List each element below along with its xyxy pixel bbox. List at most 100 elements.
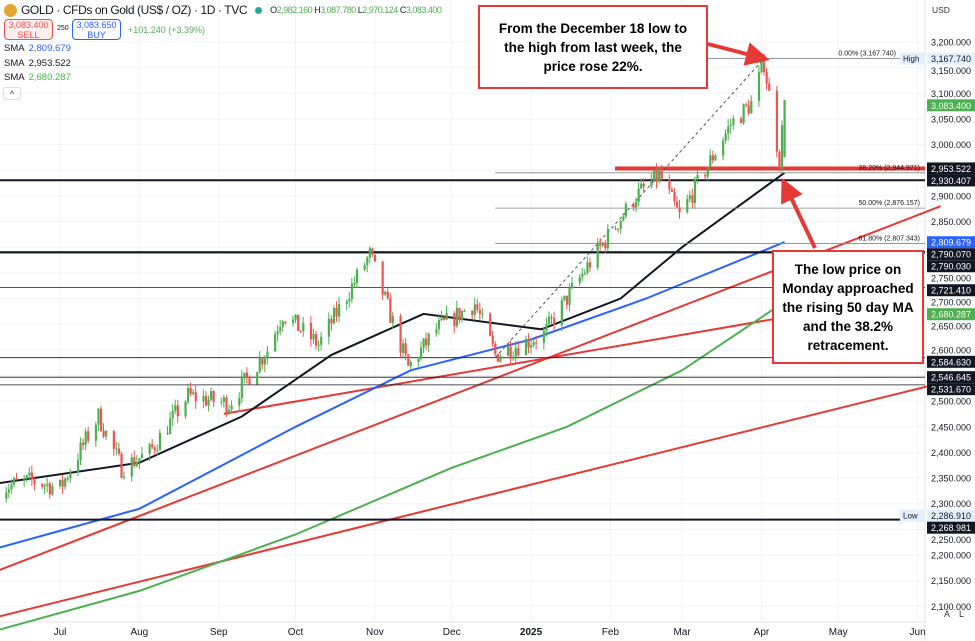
candle-body [783,99,786,158]
candle-body [41,483,44,487]
candle-body [176,405,179,417]
candle-body [729,124,732,127]
buy-button[interactable]: 3,083.650 BUY [72,19,121,40]
fib-level-label: 61.80% (2,807.343) [859,235,921,242]
x-tick-label: May [829,627,848,638]
candle-body [596,242,599,268]
candle-body [338,303,341,317]
candle-body [355,269,359,283]
candle-body [542,330,546,343]
x-tick-label: Apr [754,627,770,638]
candle-body [30,472,34,480]
y-tick-label: 3,200.000 [931,38,971,48]
candle-body [51,486,54,495]
level-price-label: 2,790.070 [931,250,971,260]
candle-body [673,191,676,202]
y-tick-label: 2,150.000 [931,576,971,586]
y-tick-label: 2,500.000 [931,397,971,407]
candle-body [745,104,748,106]
candle-body [317,344,320,346]
x-tick-label: Jun [910,627,926,638]
candle-body [79,442,82,461]
candle-body [261,358,264,365]
y-tick-label: 2,600.000 [931,345,971,355]
candle-body [366,257,369,266]
sma-legend-1[interactable]: SMA 2,809.679 [4,43,71,54]
candle-body [291,319,295,323]
candle-body [227,409,231,413]
candle-body [64,478,67,487]
y-tick-label: 3,150.000 [931,66,971,76]
candle-body [599,242,602,246]
collapse-legend-button[interactable]: ^ [3,87,21,100]
y-tick-label: 2,850.000 [931,217,971,227]
candle-body [10,484,13,490]
candle-body [130,457,133,477]
candle-body [225,397,228,413]
candle-body [514,348,517,357]
candle-body [670,189,674,192]
sell-button[interactable]: 3,083.400 SELL [4,19,53,40]
sma-legend-2[interactable]: SMA 2,953.522 [4,58,71,69]
candle-body [706,167,709,177]
candle-body [373,254,377,262]
candle-body [425,338,428,346]
candle-body [299,330,302,332]
currency-selector[interactable]: USD [932,5,950,15]
candle-body [678,207,681,213]
candle-body [693,178,697,204]
candle-body [560,299,563,326]
candle-body [650,180,653,187]
candle-body [481,313,484,315]
arrow-to-high [707,42,770,66]
candle-body [765,71,768,84]
candle-body [76,460,80,473]
candle-body [417,358,420,362]
candle-body [747,105,750,114]
candle-body [240,377,243,399]
sma-legend-3[interactable]: SMA 2,680.287 [4,72,71,83]
candle-body [243,372,246,378]
ma-price-label-bg [927,236,975,249]
candle-body [327,318,330,337]
candle-body [258,358,261,373]
symbol-title[interactable]: GOLD · CFDs on Gold (US$ / OZ) · 1D · TV… [21,3,248,17]
candle-body [166,432,169,435]
candle-body [84,431,87,445]
ma-price-label: 2,680.287 [931,310,971,320]
candle-body [284,321,287,323]
candle-body [658,170,661,182]
candle-body [256,372,259,385]
ma-price-label-bg [927,308,975,321]
candle-body [714,155,717,161]
candle-body [617,228,620,230]
candle-body [115,448,118,450]
candle-body [187,388,190,402]
moving-average-line [0,241,785,549]
symbol-header: GOLD · CFDs on Gold (US$ / OZ) · 1D · TV… [4,3,442,17]
candle-body [297,314,300,331]
candle-body [350,283,354,299]
candle-body [427,333,430,346]
ohlc-values: O2,982.160 H3,087.780 L2,970.124 C3,083.… [270,5,442,15]
candle-body [391,316,394,323]
candle-body [153,447,156,451]
high-price-label-bg [927,52,975,65]
candle-body [309,322,313,340]
candle-body [112,430,115,449]
candle-body [614,228,617,230]
log-scale-button[interactable]: L [959,609,965,619]
y-tick-label: 2,450.000 [931,422,971,432]
candle-body [535,342,538,344]
candle-body [407,354,410,366]
x-tick-label: Dec [443,627,461,638]
candle-body [660,170,663,180]
candle-body [302,322,305,332]
candle-body [530,344,533,348]
trendline [0,382,941,618]
candle-body [524,339,528,356]
candle-body [409,361,412,366]
auto-scale-button[interactable]: A [944,609,951,619]
fib-trend-line [494,58,765,359]
